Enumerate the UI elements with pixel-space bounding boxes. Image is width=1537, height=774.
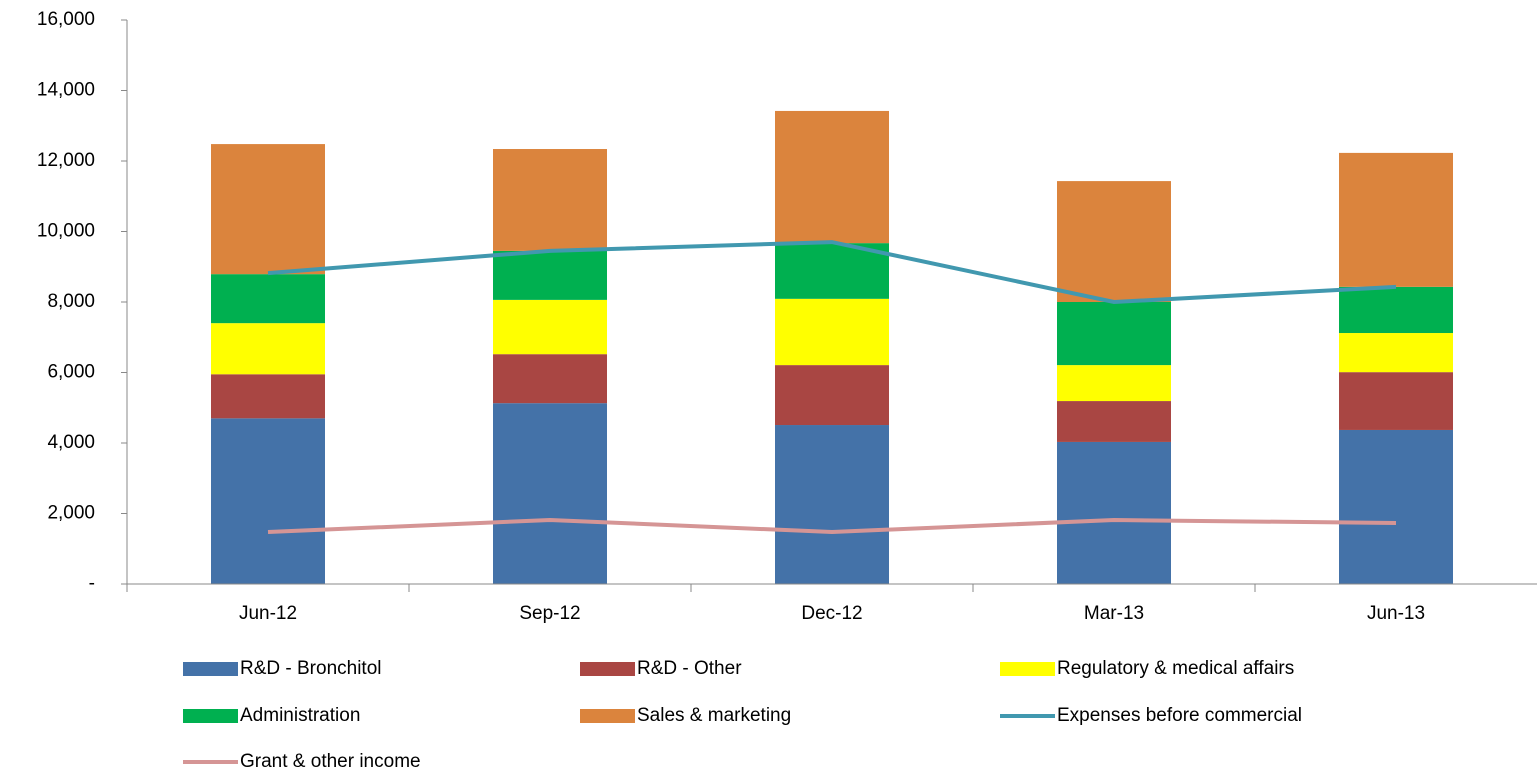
- bar-segment: [1057, 302, 1171, 366]
- y-tick-label: 8,000: [47, 291, 95, 312]
- x-tick-label: Dec-12: [801, 603, 862, 624]
- bar-segment: [211, 418, 325, 584]
- legend-label: Grant & other income: [240, 751, 421, 772]
- bar-segment: [1339, 152, 1453, 287]
- bar-segment: [1339, 372, 1453, 430]
- bar-segment: [775, 298, 889, 366]
- y-tick-label: 10,000: [37, 221, 95, 242]
- bar-segment: [493, 403, 607, 584]
- bar-segment: [211, 144, 325, 275]
- y-tick-label: 4,000: [47, 432, 95, 453]
- y-tick-label: 14,000: [37, 80, 95, 101]
- bar-segment: [775, 243, 889, 299]
- legend-label: Sales & marketing: [637, 705, 791, 726]
- legend-swatch: [183, 662, 238, 676]
- bar-segment: [775, 425, 889, 584]
- bar-segment: [775, 110, 889, 244]
- bar-segment: [1339, 333, 1453, 373]
- bar-segment: [1339, 429, 1453, 584]
- y-tick-label: 6,000: [47, 362, 95, 383]
- legend-label: R&D - Other: [637, 658, 742, 679]
- legend-swatch: [580, 662, 635, 676]
- x-tick-label: Jun-12: [239, 603, 297, 624]
- bar-segment: [493, 250, 607, 300]
- bar-segment: [493, 354, 607, 404]
- y-tick-label: 12,000: [37, 150, 95, 171]
- line-series: [267, 240, 1397, 305]
- legend-label: Expenses before commercial: [1057, 705, 1302, 726]
- bar-segment: [1057, 441, 1171, 584]
- legend-label: Administration: [240, 705, 360, 726]
- x-tick-label: Mar-13: [1084, 603, 1144, 624]
- bar-segment: [493, 299, 607, 355]
- bar-segment: [211, 323, 325, 375]
- legend-swatch: [580, 709, 635, 723]
- legend-label: Regulatory & medical affairs: [1057, 658, 1294, 679]
- legend-label: R&D - Bronchitol: [240, 658, 382, 679]
- y-tick-label: 2,000: [47, 503, 95, 524]
- bar-segment: [493, 149, 607, 251]
- bar-segment: [1057, 401, 1171, 442]
- bar-segment: [775, 365, 889, 426]
- y-tick-label: 16,000: [37, 9, 95, 30]
- bar-segment: [211, 274, 325, 324]
- bar-segment: [1057, 181, 1171, 302]
- bar-segment: [1057, 365, 1171, 402]
- x-tick-label: Sep-12: [519, 603, 580, 624]
- legend-swatch: [1000, 662, 1055, 676]
- bar-segment: [1339, 286, 1453, 334]
- line-series: [267, 518, 1397, 535]
- x-tick-label: Jun-13: [1367, 603, 1425, 624]
- legend-swatch: [183, 709, 238, 723]
- bar-segment: [211, 374, 325, 419]
- y-tick-label: -: [89, 573, 95, 594]
